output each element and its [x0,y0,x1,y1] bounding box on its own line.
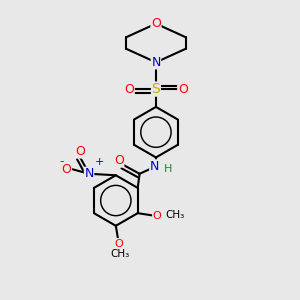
Text: H: H [164,164,172,174]
Text: O: O [114,154,124,167]
Text: O: O [153,211,161,221]
Text: S: S [152,82,160,96]
Text: +: + [94,157,104,167]
Text: N: N [151,56,160,69]
Text: CH₃: CH₃ [165,210,184,220]
Text: O: O [178,82,188,96]
Text: O: O [75,145,85,158]
Text: O: O [151,17,161,30]
Text: -: - [59,155,64,168]
Text: O: O [114,238,123,249]
Text: CH₃: CH₃ [111,249,130,259]
Text: N: N [84,167,94,180]
Text: O: O [61,163,71,176]
Text: O: O [124,82,134,96]
Text: N: N [150,160,159,173]
